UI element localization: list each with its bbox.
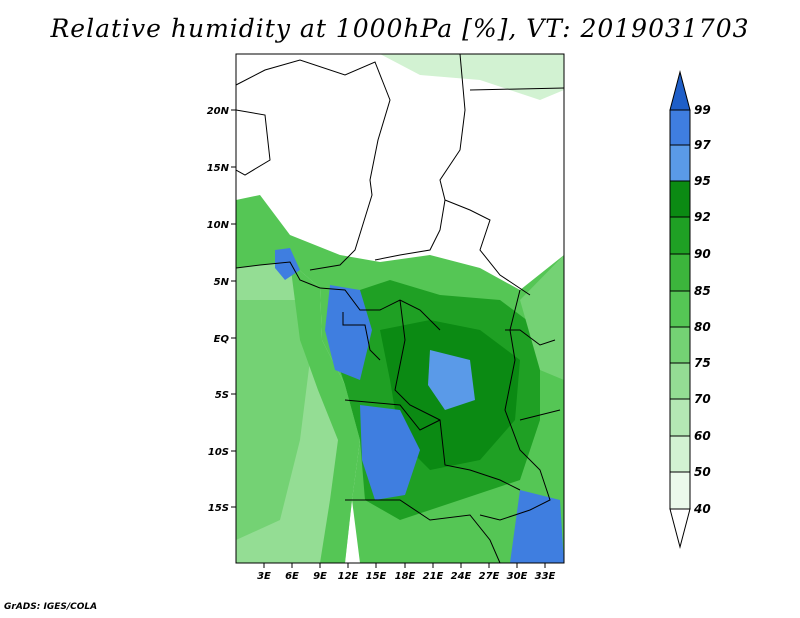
longitude-axis [263, 563, 546, 568]
colorbar-segment-80-85 [669, 290, 691, 328]
saturated-patch-congo [428, 350, 475, 410]
colorbar-segment-50-60 [669, 435, 691, 473]
colorbar-segment-92-95 [669, 180, 691, 218]
colorbar-top-arrow [669, 70, 691, 111]
saturated-patch-angola [360, 405, 420, 500]
colorbar-segment-70-75 [669, 362, 691, 400]
lat-label-15s: 15S [208, 503, 229, 514]
lat-label-10s: 10S [208, 447, 229, 458]
lon-label-6e: 6E [285, 571, 299, 582]
country-borders [236, 54, 564, 563]
lon-label-12e: 12E [338, 571, 359, 582]
colorbar-label-50: 50 [694, 465, 711, 479]
lat-label-5s: 5S [215, 390, 229, 401]
colorbar-label-70: 70 [694, 392, 711, 406]
lat-label-15n: 15N [207, 163, 230, 174]
colorbar-label-99: 99 [694, 103, 711, 117]
lon-label-24e: 24E [451, 571, 472, 582]
colorbar-label-95: 95 [694, 174, 711, 188]
lon-label-15e: 15E [366, 571, 387, 582]
colorbar-bottom-arrow [669, 508, 691, 549]
lat-label-5n: 5N [214, 277, 230, 288]
colorbar-segment-90-92 [669, 216, 691, 255]
colorbar-label-80: 80 [694, 320, 711, 334]
colorbar-segment-95-97 [669, 144, 691, 182]
saturated-patch-gabon [325, 285, 372, 380]
colorbar-label-90: 90 [694, 247, 711, 261]
colorbar-segment-85-90 [669, 253, 691, 292]
map-title: Relative humidity at 1000hPa [%], VT: 20… [50, 14, 750, 43]
colorbar-segment-40-50 [669, 471, 691, 510]
saturated-patch-cameroon [275, 248, 300, 280]
lon-label-27e: 27E [479, 571, 500, 582]
lon-label-21e: 21E [423, 571, 444, 582]
ocean-inner-band [236, 300, 310, 540]
colorbar-segment-75-80 [669, 326, 691, 364]
coastal-band [290, 262, 360, 563]
lon-label-9e: 9E [313, 571, 327, 582]
colorbar-label-40: 40 [693, 502, 711, 516]
colorbar-segment-97-99 [669, 109, 691, 146]
colorbar-label-85: 85 [694, 284, 711, 298]
saturated-patch-zambia [510, 490, 564, 563]
colorbar-label-92: 92 [694, 210, 711, 224]
lon-label-33e: 33E [535, 571, 556, 582]
colorbar-segment-60-70 [669, 398, 691, 437]
lat-label-10n: 10N [207, 220, 230, 231]
lat-label-20n: 20N [207, 106, 230, 117]
lon-label-3e: 3E [257, 571, 271, 582]
colorbar-label-97: 97 [694, 138, 711, 152]
humidity-field [236, 54, 564, 563]
colorbar-label-75: 75 [694, 356, 711, 370]
east-highland-patch [520, 255, 564, 380]
lon-label-30e: 30E [507, 571, 528, 582]
colorbar [669, 70, 691, 549]
lat-label-eq: EQ [214, 334, 230, 345]
lon-label-18e: 18E [395, 571, 416, 582]
latitude-axis [231, 109, 236, 508]
map-frame [235, 53, 565, 564]
software-credit: GrADS: IGES/COLA [4, 602, 98, 612]
colorbar-label-60: 60 [694, 429, 711, 443]
